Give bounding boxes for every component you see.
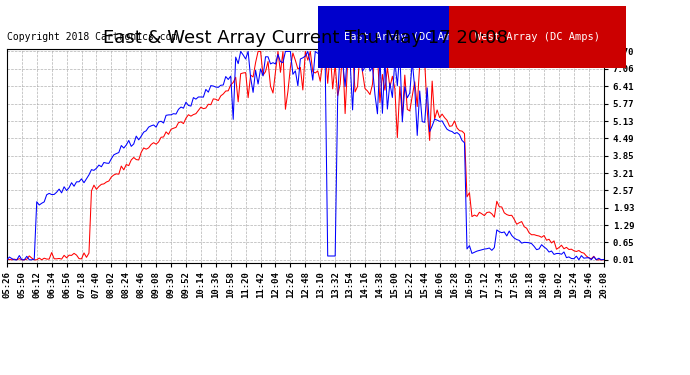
Text: Copyright 2018 Cartronics.com: Copyright 2018 Cartronics.com	[8, 32, 178, 42]
Text: East Array (DC Amps): East Array (DC Amps)	[344, 32, 469, 42]
Title: East & West Array Current Thu May 17 20:08: East & West Array Current Thu May 17 20:…	[103, 29, 508, 47]
Text: West Array (DC Amps): West Array (DC Amps)	[475, 32, 600, 42]
